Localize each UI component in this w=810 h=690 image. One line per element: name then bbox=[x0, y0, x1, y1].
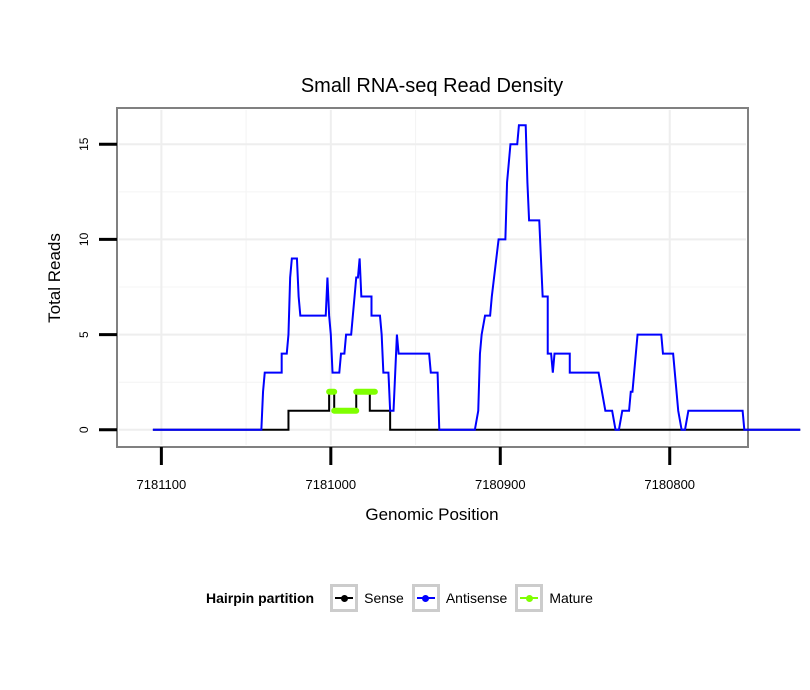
x-tick-label: 7180900 bbox=[475, 477, 526, 492]
legend-item-mature: Mature bbox=[515, 584, 593, 612]
legend-item-antisense: Antisense bbox=[411, 584, 508, 612]
series-line-antisense bbox=[152, 124, 801, 431]
y-tick-label: 10 bbox=[77, 232, 91, 246]
series-layer bbox=[152, 124, 801, 431]
legend-label: Antisense bbox=[445, 590, 508, 606]
legend-key-dot bbox=[525, 594, 533, 602]
legend-key-antisense bbox=[411, 584, 440, 612]
series-line-mature bbox=[326, 388, 378, 414]
legend-key-mature bbox=[515, 584, 544, 612]
x-axis: 7181100 7181000 7180900 7180800 bbox=[137, 447, 695, 492]
y-tick-label: 5 bbox=[77, 331, 91, 338]
legend-key-dot bbox=[422, 594, 430, 602]
x-tick-label: 7180800 bbox=[644, 477, 695, 492]
legend-item-sense: Sense bbox=[330, 584, 404, 612]
y-tick-label: 15 bbox=[77, 137, 91, 151]
legend-label: Mature bbox=[549, 590, 593, 606]
legend-key-sense bbox=[330, 584, 359, 612]
legend: Hairpin partition Sense Antisense Mature bbox=[206, 582, 601, 614]
legend-title: Hairpin partition bbox=[206, 590, 315, 606]
x-tick-label: 7181000 bbox=[306, 477, 357, 492]
chart-title: Small RNA-seq Read Density bbox=[301, 75, 563, 97]
y-axis: 0 5 10 15 bbox=[77, 137, 117, 433]
legend-key-dot bbox=[340, 594, 348, 602]
y-tick-label: 0 bbox=[77, 426, 91, 433]
x-axis-label: Genomic Position bbox=[365, 505, 498, 524]
plot-panel bbox=[116, 107, 749, 448]
legend-label: Sense bbox=[364, 590, 404, 606]
y-axis-label: Total Reads bbox=[45, 233, 64, 323]
x-tick-label: 7181100 bbox=[137, 477, 187, 492]
